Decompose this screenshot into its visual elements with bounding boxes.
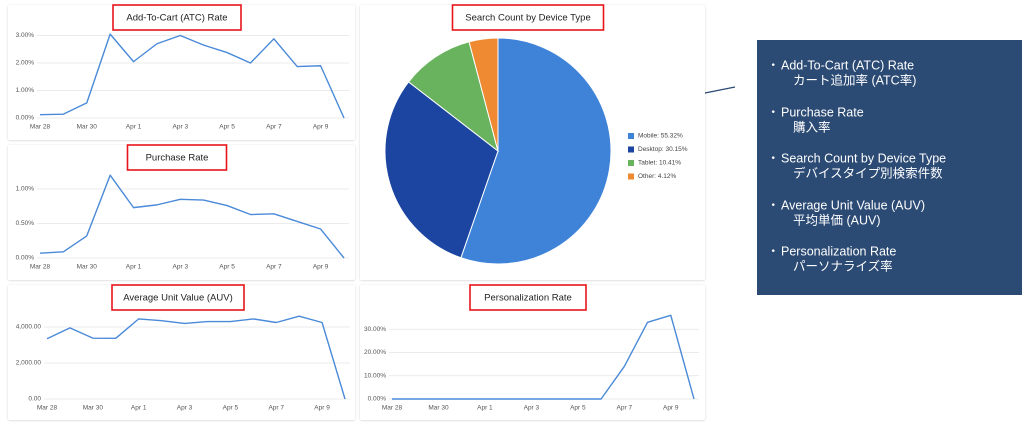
x-tick-label: Apr 3 (173, 264, 189, 271)
x-tick-label: Apr 3 (173, 124, 189, 131)
chart-card (8, 145, 355, 280)
legend-label: Tablet: 10.41% (638, 160, 681, 167)
x-tick-label: Mar 28 (37, 405, 58, 412)
y-tick-label: 0.00 (28, 396, 41, 403)
y-tick-label: 3.00% (16, 32, 35, 39)
x-tick-label: Apr 9 (313, 264, 329, 271)
item-subtitle: 平均単価 (AUV) (793, 213, 881, 227)
item-title: Search Count by Device Type (781, 151, 946, 165)
x-tick-label: Mar 30 (428, 405, 449, 412)
x-tick-label: Apr 5 (219, 264, 235, 271)
legend-panel (757, 40, 1022, 295)
pie-slice (468, 37, 499, 152)
item-subtitle: パーソナライズ率 (793, 258, 893, 273)
x-tick-label: Apr 9 (663, 405, 679, 412)
x-tick-label: Mar 30 (77, 264, 98, 271)
x-tick-label: Apr 7 (266, 124, 282, 131)
legend-swatch (628, 133, 634, 139)
y-tick-label: 0.00% (368, 396, 387, 403)
item-subtitle: デバイスタイプ別検索件数 (793, 165, 943, 180)
x-tick-label: Apr 7 (268, 405, 284, 412)
item-title: Purchase Rate (781, 105, 864, 119)
legend-label: Other: 4.12% (638, 173, 677, 180)
y-tick-label: 4,000.00 (16, 324, 42, 331)
y-tick-label: 20.00% (364, 349, 386, 356)
y-tick-label: 1.00% (16, 186, 35, 193)
y-tick-label: 2,000.00 (16, 360, 42, 367)
y-tick-label: 0.00% (16, 255, 35, 262)
x-tick-label: Apr 9 (313, 124, 329, 131)
y-tick-label: 10.00% (364, 372, 386, 379)
title-highlight (469, 284, 587, 311)
legend-label: Mobile: 55.32% (638, 133, 683, 140)
bullet: ・ (767, 151, 780, 165)
x-tick-label: Mar 28 (30, 264, 51, 271)
x-tick-label: Apr 3 (524, 405, 540, 412)
x-tick-label: Apr 1 (126, 264, 142, 271)
chart-title: Add-To-Cart (ATC) Rate (126, 13, 227, 24)
x-tick-label: Apr 1 (477, 405, 493, 412)
line-series (46, 315, 346, 400)
item-subtitle: カート追加率 (ATC率) (793, 72, 916, 87)
chart-title: Purchase Rate (146, 153, 209, 164)
x-tick-label: Mar 28 (382, 405, 403, 412)
x-tick-label: Apr 5 (219, 124, 235, 131)
legend-swatch (628, 160, 634, 166)
chart-card (8, 5, 355, 140)
title-highlight (126, 144, 228, 171)
legend-swatch (628, 146, 634, 153)
chart-card (8, 285, 355, 420)
pie-slice (384, 81, 499, 259)
chart-title: Average Unit Value (AUV) (123, 293, 232, 304)
line-series (392, 314, 695, 400)
x-tick-label: Apr 7 (617, 405, 633, 412)
title-highlight (111, 284, 245, 311)
bullet: ・ (767, 244, 780, 258)
legend-label: Desktop: 30.15% (638, 146, 688, 153)
x-tick-label: Mar 28 (30, 124, 51, 131)
y-tick-label: 0.50% (16, 220, 35, 227)
bullet: ・ (767, 105, 780, 119)
chart-title: Personalization Rate (484, 293, 572, 304)
x-tick-label: Apr 3 (177, 405, 193, 412)
x-tick-label: Apr 9 (314, 405, 330, 412)
x-tick-label: Apr 1 (131, 405, 147, 412)
x-tick-label: Apr 7 (266, 264, 282, 271)
y-tick-label: 2.00% (16, 60, 35, 67)
line-series (39, 174, 345, 259)
x-tick-label: Apr 1 (126, 124, 142, 131)
bullet: ・ (767, 198, 780, 212)
item-title: Add-To-Cart (ATC) Rate (781, 58, 914, 72)
line-series (39, 33, 345, 119)
title-highlight (451, 4, 605, 31)
x-tick-label: Mar 30 (77, 124, 98, 131)
y-tick-label: 1.00% (16, 87, 35, 94)
legend-swatch (628, 173, 634, 180)
bullet: ・ (767, 58, 780, 72)
chart-title: Search Count by Device Type (465, 13, 591, 24)
pie-slice (407, 41, 499, 153)
x-tick-label: Apr 5 (570, 405, 586, 412)
x-tick-label: Apr 5 (223, 405, 239, 412)
item-title: Average Unit Value (AUV) (781, 198, 925, 212)
y-tick-label: 30.00% (364, 326, 386, 333)
item-subtitle: 購入率 (793, 119, 831, 134)
x-tick-label: Mar 30 (83, 405, 104, 412)
title-highlight (112, 4, 242, 31)
item-title: Personalization Rate (781, 244, 896, 258)
y-tick-label: 0.00% (16, 115, 35, 122)
